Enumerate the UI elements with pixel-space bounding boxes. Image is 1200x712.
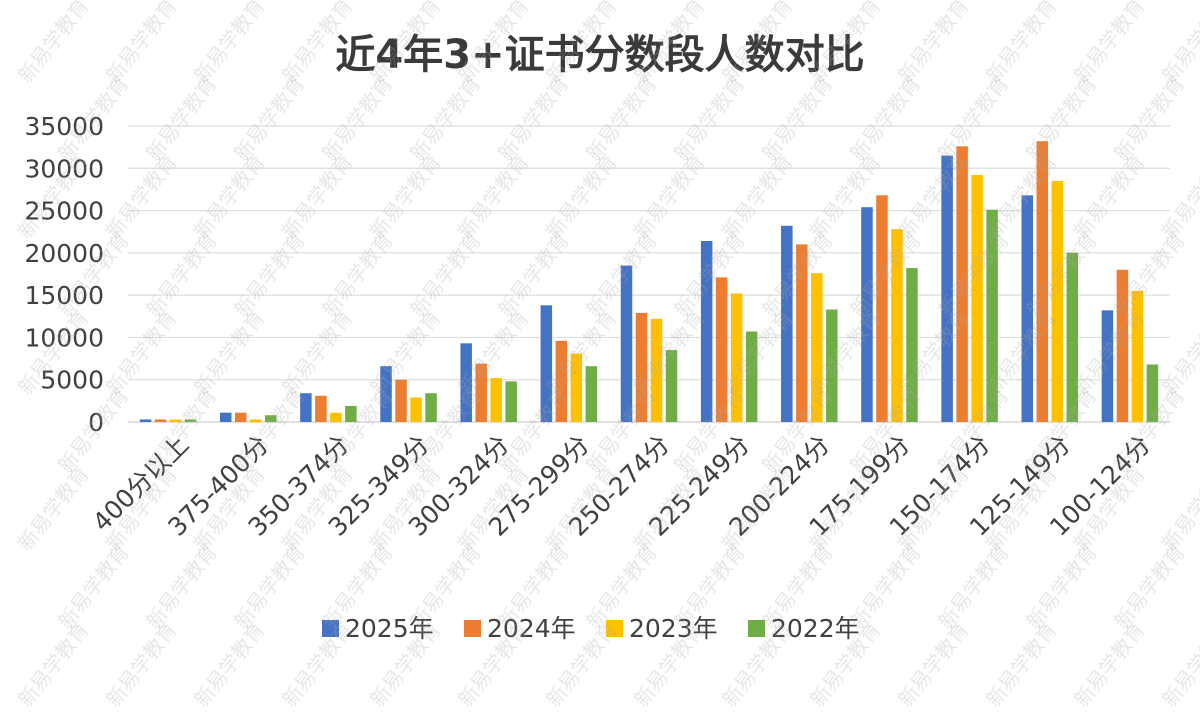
y-tick-label: 10000 [24, 323, 104, 352]
bar-2024年-375-400分 [234, 412, 247, 422]
bar-2024年-400分以上 [154, 419, 167, 422]
bar-2022年-175-199分 [906, 268, 918, 422]
bar-2022年-100-124分 [1146, 364, 1159, 422]
bar-2024年-150-174分 [956, 146, 968, 422]
y-tick-label: 35000 [24, 112, 104, 141]
bar-2025年-250-274分 [620, 265, 633, 422]
bar-2025年-300-324分 [460, 343, 472, 422]
bar-2022年-325-349分 [425, 393, 437, 422]
legend-swatch [748, 620, 765, 637]
bar-2025年-325-349分 [380, 366, 392, 422]
legend-label: 2025年 [345, 614, 434, 643]
bar-2024年-175-199分 [876, 195, 888, 422]
bar-2025年-125-149分 [1021, 195, 1034, 422]
bar-2025年-150-174分 [941, 155, 953, 422]
bar-2025年-375-400分 [219, 412, 232, 422]
bar-2025年-200-224分 [781, 225, 793, 422]
x-axis-ticks: 400分以上375-400分350-374分325-349分300-324分27… [87, 430, 1156, 542]
bar-2025年-175-199分 [861, 207, 873, 422]
legend-swatch [606, 620, 623, 637]
bar-2022年-250-274分 [665, 350, 678, 422]
bars [139, 141, 1159, 423]
bar-2022年-350-374分 [345, 405, 357, 422]
bar-2025年-350-374分 [300, 393, 312, 422]
bar-2022年-275-299分 [585, 366, 598, 422]
bar-2023年-175-199分 [891, 229, 903, 422]
bar-2023年-200-224分 [811, 273, 823, 422]
bar-2024年-100-124分 [1116, 269, 1129, 422]
legend-label: 2022年 [771, 614, 860, 643]
bar-2023年-375-400分 [249, 419, 262, 422]
bar-2024年-350-374分 [315, 395, 327, 422]
bar-2023年-300-324分 [490, 378, 502, 422]
bar-2025年-225-249分 [700, 241, 713, 422]
bar-2023年-225-249分 [730, 293, 743, 422]
bar-2022年-150-174分 [986, 209, 998, 422]
legend-swatch [464, 620, 481, 637]
gridlines [128, 125, 1170, 423]
legend-label: 2023年 [629, 614, 718, 643]
bar-2022年-200-224分 [826, 309, 838, 422]
bar-2024年-200-224分 [796, 244, 808, 422]
bar-2024年-125-149分 [1036, 141, 1049, 423]
chart-container: 近4年3+证书分数段人数对比 0 5000 10000 15000 20000 25000… [13, 0, 1200, 711]
y-tick-label: 0 [88, 408, 104, 437]
bar-2024年-250-274分 [635, 312, 648, 422]
bar-2025年-275-299分 [540, 305, 553, 422]
bar-2022年-225-249分 [745, 331, 758, 422]
y-axis-ticks: 0 5000 10000 15000 20000 25000 30000 35000 [24, 112, 104, 437]
bar-2023年-325-349分 [410, 397, 422, 422]
chart-title: 近4年3+证书分数段人数对比 [335, 32, 864, 78]
bar-2025年-100-124分 [1101, 310, 1114, 422]
legend-label: 2024年 [487, 614, 576, 643]
bar-2024年-325-349分 [395, 379, 407, 422]
bar-2022年-375-400分 [264, 415, 277, 422]
bar-2022年-300-324分 [505, 381, 517, 422]
bar-2023年-350-374分 [330, 412, 342, 422]
bar-2023年-250-274分 [650, 318, 663, 422]
bar-2023年-275-299分 [570, 353, 583, 422]
bar-2024年-300-324分 [475, 363, 487, 422]
y-tick-label: 20000 [24, 239, 104, 268]
bar-2023年-400分以上 [169, 419, 182, 422]
y-tick-label: 30000 [24, 154, 104, 183]
bar-2023年-150-174分 [971, 175, 983, 422]
legend-swatch [322, 620, 339, 637]
bar-2024年-275-299分 [555, 340, 568, 422]
bar-2022年-400分以上 [184, 419, 197, 422]
bar-2022年-125-149分 [1066, 252, 1079, 422]
bar-chart: 近4年3+证书分数段人数对比 0 5000 10000 15000 20000 25000… [24, 32, 1170, 643]
y-tick-label: 5000 [40, 366, 104, 395]
y-tick-label: 25000 [24, 197, 104, 226]
bar-2024年-225-249分 [715, 277, 728, 422]
legend: 2025年 2024年 2023年 2022年 [322, 614, 860, 643]
bar-2023年-100-124分 [1131, 290, 1144, 422]
y-tick-label: 15000 [24, 281, 104, 310]
bar-2023年-125-149分 [1051, 180, 1064, 422]
bar-2025年-400分以上 [139, 419, 152, 422]
